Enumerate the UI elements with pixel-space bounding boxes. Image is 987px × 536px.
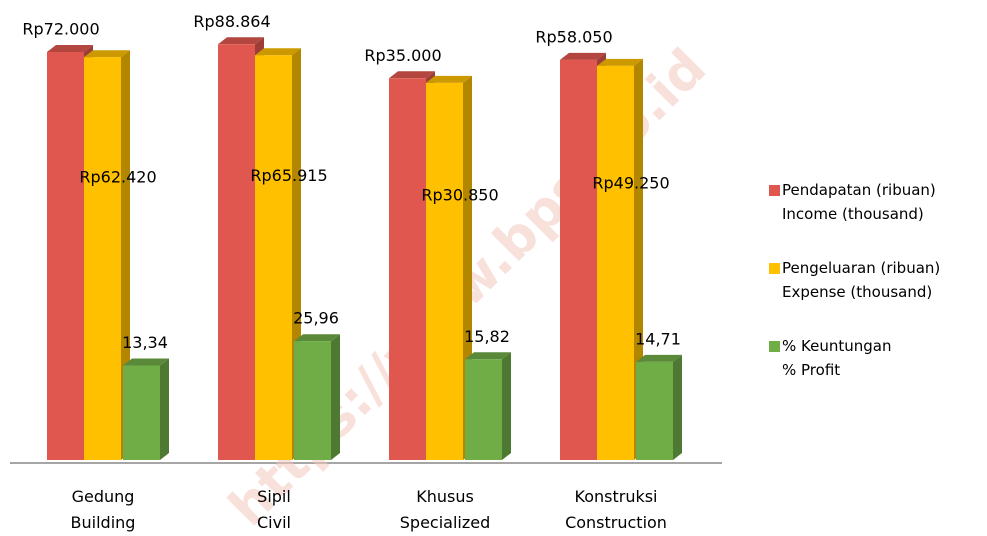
bar-top bbox=[560, 52, 606, 60]
bar-side bbox=[331, 334, 340, 460]
data-label: Rp62.420 bbox=[79, 168, 156, 187]
x-tick-label: Sipil bbox=[257, 487, 291, 506]
bar-top bbox=[597, 58, 643, 66]
data-label: Rp72.000 bbox=[22, 19, 99, 38]
data-label: Rp35.000 bbox=[364, 46, 441, 65]
bar-top bbox=[389, 71, 435, 79]
data-label: Rp65.915 bbox=[250, 166, 327, 185]
bar bbox=[560, 59, 597, 461]
x-tick-label: Konstruksi bbox=[574, 487, 658, 506]
legend-entry: Pengeluaran (ribuan) Expense (thousand) bbox=[769, 256, 940, 304]
data-label: 14,71 bbox=[635, 329, 681, 348]
bar-top bbox=[636, 354, 682, 362]
data-label: Rp88.864 bbox=[193, 12, 270, 31]
data-label: 13,34 bbox=[122, 333, 168, 352]
bar-top bbox=[426, 75, 472, 83]
bar-top bbox=[465, 352, 511, 360]
x-tick-label: Civil bbox=[257, 513, 291, 532]
bar-side bbox=[502, 352, 511, 460]
bar bbox=[84, 57, 121, 460]
bar-side bbox=[673, 354, 682, 460]
bar-top bbox=[294, 334, 340, 342]
data-label: Rp30.850 bbox=[421, 186, 498, 205]
bar-top bbox=[123, 358, 169, 366]
legend-entry: Pendapatan (ribuan) Income (thousand) bbox=[769, 178, 936, 226]
x-tick-label: Gedung bbox=[71, 487, 135, 506]
bar bbox=[465, 359, 502, 460]
data-label: 15,82 bbox=[464, 327, 510, 346]
bar bbox=[255, 55, 292, 460]
bar-side bbox=[160, 358, 169, 460]
bar bbox=[426, 82, 463, 461]
x-tick-label: Khusus bbox=[416, 487, 474, 506]
bar-top bbox=[255, 48, 301, 56]
bar bbox=[294, 341, 331, 460]
data-label: Rp58.050 bbox=[535, 27, 612, 46]
data-label: Rp49.250 bbox=[592, 174, 669, 193]
bar bbox=[636, 361, 673, 460]
x-tick-label: Building bbox=[70, 513, 136, 532]
legend-swatch bbox=[769, 185, 780, 196]
bar-top bbox=[47, 44, 93, 52]
x-tick-label: Specialized bbox=[399, 513, 491, 532]
bar-top bbox=[84, 50, 130, 58]
bar-top bbox=[218, 37, 264, 45]
bar bbox=[218, 44, 255, 460]
bar-side bbox=[121, 50, 130, 460]
bar bbox=[597, 65, 634, 460]
bar bbox=[123, 365, 160, 460]
legend-entry: % Keuntungan % Profit bbox=[769, 334, 891, 382]
legend-swatch bbox=[769, 263, 780, 274]
bar bbox=[389, 78, 426, 461]
data-label: 25,96 bbox=[293, 309, 339, 328]
bar bbox=[47, 51, 84, 460]
x-tick-label: Construction bbox=[565, 513, 667, 532]
legend-swatch bbox=[769, 341, 780, 352]
